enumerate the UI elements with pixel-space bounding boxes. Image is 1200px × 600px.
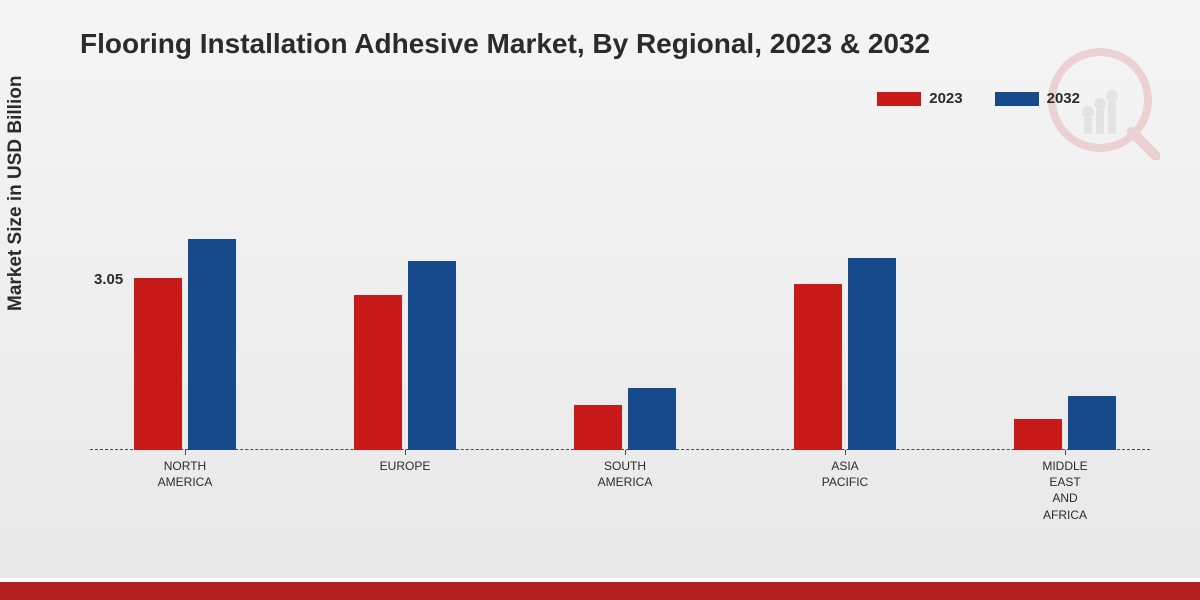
bar-2023 xyxy=(574,405,622,450)
bar-group xyxy=(1010,396,1120,450)
bar-group xyxy=(790,258,900,450)
legend-swatch-2032 xyxy=(995,92,1039,106)
legend: 2023 2032 xyxy=(877,90,1080,107)
x-label: MIDDLEEASTANDAFRICA xyxy=(1000,458,1130,523)
x-axis-labels: NORTHAMERICA EUROPE SOUTHAMERICA ASIAPACIFI… xyxy=(90,458,1150,538)
legend-swatch-2023 xyxy=(877,92,921,106)
x-label: NORTHAMERICA xyxy=(120,458,250,490)
x-tick xyxy=(625,450,626,455)
x-tick xyxy=(845,450,846,455)
chart-title: Flooring Installation Adhesive Market, B… xyxy=(80,28,930,60)
x-label: EUROPE xyxy=(340,458,470,474)
bar-2023 xyxy=(134,278,182,450)
bottom-accent-bar xyxy=(0,578,1200,600)
x-label: ASIAPACIFIC xyxy=(780,458,910,490)
x-label: SOUTHAMERICA xyxy=(560,458,690,490)
bar-group: 3.05 xyxy=(130,239,240,450)
bar-value-label: 3.05 xyxy=(94,271,123,288)
bar-group xyxy=(350,261,460,450)
legend-label-2023: 2023 xyxy=(929,90,962,107)
bar-2032 xyxy=(628,388,676,450)
plot-area: 3.05 xyxy=(90,140,1150,450)
bar-2032 xyxy=(188,239,236,450)
bar-2023 xyxy=(1014,419,1062,450)
x-tick xyxy=(405,450,406,455)
y-axis-label: Market Size in USD Billion xyxy=(5,76,27,311)
legend-item-2032: 2032 xyxy=(995,90,1080,107)
x-tick xyxy=(185,450,186,455)
bar-2023 xyxy=(794,284,842,450)
x-tick xyxy=(1065,450,1066,455)
legend-item-2023: 2023 xyxy=(877,90,962,107)
bar-2032 xyxy=(1068,396,1116,450)
legend-label-2032: 2032 xyxy=(1047,90,1080,107)
bar-2032 xyxy=(848,258,896,450)
bar-group xyxy=(570,388,680,450)
bar-2023 xyxy=(354,295,402,450)
bar-2032 xyxy=(408,261,456,450)
